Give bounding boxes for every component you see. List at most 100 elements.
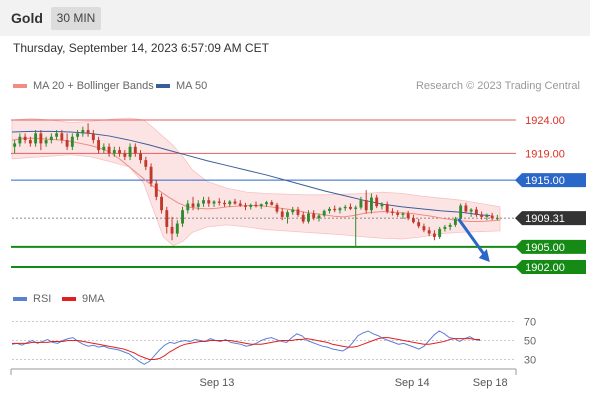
candle [217,198,221,206]
candle-body [102,146,106,151]
candle [128,143,132,161]
candle-body [296,209,300,215]
legend-label: 9MA [82,293,105,305]
candle [228,200,232,207]
candle-body [249,204,253,207]
legend-item-ma50: MA 50 [156,80,207,92]
rsi-tick-label: 30 [524,355,536,367]
candle [97,136,101,154]
candle [485,213,489,221]
candle-body [55,133,59,137]
candle [107,143,111,157]
candle [65,133,69,151]
last-price-label: 1909.31 [525,213,565,225]
candle [270,200,274,206]
candle-body [23,136,27,141]
top-bar: Gold 30 MIN [0,0,590,36]
candle-body [390,211,394,213]
candle [291,206,295,215]
candle [480,211,484,220]
candle-body [18,136,22,144]
support-label: 1902.00 [525,262,565,274]
last-price-box [515,211,586,226]
candle [280,208,284,221]
candle [186,200,190,214]
candle-body [265,202,268,205]
candle [333,205,337,213]
candle [70,133,74,151]
candle [212,200,216,207]
candle-body [144,160,148,167]
candle [490,212,494,221]
candle [474,206,478,217]
candle [265,200,268,207]
candle-body [160,196,163,211]
candle-body [422,226,426,231]
x-tick-label: Sep 18 [473,377,508,389]
candle [448,222,452,231]
bollinger-band [11,117,501,247]
timeframe-button[interactable]: 30 MIN [51,7,101,30]
candle-body [349,206,352,209]
candle-body [474,209,478,215]
candle-body [396,212,400,215]
candle-body [244,205,247,207]
candle-body [60,133,64,141]
candle-body [338,208,342,211]
candle [343,204,347,211]
candle-body [359,200,363,208]
candle [349,203,352,211]
candle-body [291,209,295,213]
candle [112,146,116,157]
candle-body [107,146,111,154]
forecast-arrow-head [478,248,490,262]
candle [406,210,410,221]
candle-body [238,203,242,206]
candle [76,130,80,141]
candle-body [443,226,447,229]
candle [81,126,85,137]
candle-body [44,140,48,144]
candle [307,210,310,224]
candle-body [123,153,127,157]
x-tick-label: Sep 13 [200,377,235,389]
candle [369,193,373,214]
candle-body [233,201,237,204]
legend-label: RSI [33,293,52,305]
chart-datetime: Thursday, September 14, 2023 6:57:09 AM … [13,41,269,55]
legend-item-9ma: 9MA [62,293,105,305]
candle [223,200,226,207]
candle-body [112,150,116,154]
candle [322,209,326,217]
candle-body [307,213,310,222]
candle [133,143,137,157]
candle-body [139,153,143,161]
candle [28,136,32,147]
candle-body [301,214,305,222]
candle-body [459,205,463,219]
rsi-swatch [13,297,27,301]
candle [23,133,27,144]
rsi-tick-label: 70 [524,317,536,329]
candle [354,205,358,247]
candle-body [448,224,452,227]
candle [181,206,184,227]
forecast-arrow-shaft [457,218,486,255]
candle-body [427,230,431,234]
candle [49,133,53,144]
candle-body [406,213,410,219]
ma50-swatch [156,84,170,88]
candle [175,220,179,237]
candle [396,210,400,217]
candle-body [212,201,216,204]
candle [443,224,447,232]
candle-body [495,218,499,220]
candle [338,206,342,214]
rsi-ma9-line [12,337,480,360]
candle [123,150,127,161]
candle-body [280,211,284,217]
candle [39,130,43,151]
candle [207,196,211,207]
candle [259,203,263,209]
